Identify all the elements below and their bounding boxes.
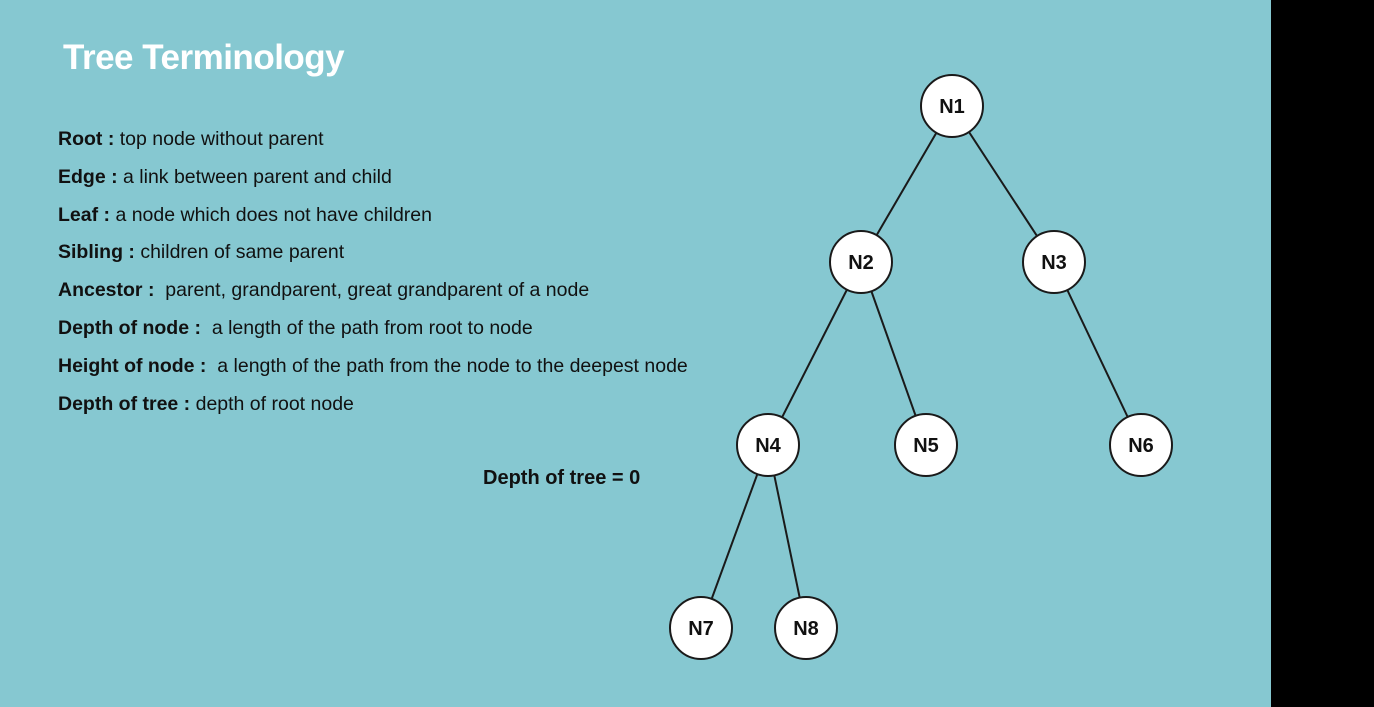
tree-node-label: N5 [913,435,939,457]
tree-nodes: N1 N2 N3 N4 N5 N6 N7 N8 [669,74,1173,660]
term-definition: a length of the path from the node to th… [217,354,688,377]
tree-node-n6: N6 [1109,413,1173,477]
tree-diagram: N1 N2 N3 N4 N5 N6 N7 N8 [669,74,1173,660]
term-item-depth-of-node: Depth of node : a length of the path fro… [58,316,688,354]
tree-node-n2: N2 [829,230,893,294]
terminology-list: Root : top node without parent Edge : a … [58,127,688,429]
term-label: Depth of node : [58,316,201,339]
tree-node-label: N8 [793,618,819,640]
term-label: Edge : [58,165,118,188]
tree-node-circle [736,413,800,477]
term-label: Height of node : [58,354,207,377]
term-definition: a node which does not have children [115,203,432,226]
term-label: Depth of tree : [58,392,191,415]
tree-node-n5: N5 [894,413,958,477]
term-item-leaf: Leaf : a node which does not have childr… [58,203,688,241]
term-label: Ancestor : [58,279,155,302]
term-item-ancestor: Ancestor : parent, grandparent, great gr… [58,278,688,316]
term-definition: depth of root node [195,392,354,415]
term-definition: parent, grandparent, great grandparent o… [165,279,590,302]
term-item-height-of-node: Height of node : a length of the path fr… [58,354,688,392]
tree-node-circle [894,413,958,477]
depth-of-tree-note: Depth of tree = 0 [483,467,641,489]
tree-node-circle [920,74,984,138]
right-black-bar [1271,0,1374,707]
term-label: Root : [58,128,115,150]
tree-node-n7: N7 [669,596,733,660]
term-definition: a length of the path from root to node [211,316,533,339]
tree-edge-n2-n4 [767,261,862,446]
tree-node-label: N3 [1041,252,1067,274]
term-item-depth-of-tree: Depth of tree : depth of root node [58,392,688,430]
tree-node-circle [774,596,838,660]
term-item-sibling: Sibling : children of same parent [58,240,688,278]
term-label: Sibling : [58,241,135,264]
tree-node-circle [669,596,733,660]
slide-title: Tree Terminology [63,38,345,77]
tree-edge-n4-n7 [700,444,769,629]
term-item-edge: Edge : a link between parent and child [58,165,688,203]
tree-node-circle [1022,230,1086,294]
tree-edge-n2-n5 [860,261,927,446]
tree-node-n1: N1 [920,74,984,138]
term-definition: top node without parent [119,128,324,150]
tree-node-label: N6 [1128,435,1154,457]
term-definition: children of same parent [140,241,345,264]
term-label: Leaf : [58,203,111,226]
slide: Tree Terminology Root : top node without… [0,0,1271,707]
tree-edge-n3-n6 [1053,261,1142,446]
tree-node-label: N7 [688,618,714,640]
tree-node-circle [829,230,893,294]
tree-node-circle [1109,413,1173,477]
tree-node-n3: N3 [1022,230,1086,294]
tree-node-label: N4 [755,435,781,457]
tree-node-n8: N8 [774,596,838,660]
term-definition: a link between parent and child [123,165,392,188]
tree-node-label: N1 [939,96,965,118]
term-item-root: Root : top node without parent [58,127,688,165]
tree-node-label: N2 [848,252,874,274]
tree-node-n4: N4 [736,413,800,477]
tree-edges [700,105,1142,629]
